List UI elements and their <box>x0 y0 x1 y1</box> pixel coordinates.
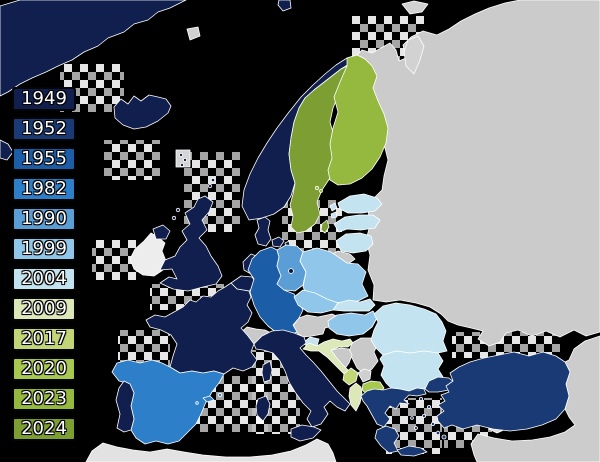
country-sardinia <box>255 395 271 422</box>
member-countries <box>0 0 571 457</box>
country-poland <box>299 247 369 304</box>
shetland-dot <box>210 177 216 183</box>
legend-item-2023: 2023 <box>12 387 76 411</box>
country-novaya-zemlya <box>401 0 429 15</box>
country-latvia <box>333 214 381 233</box>
country-serbia <box>348 337 379 375</box>
country-estonia-islands <box>329 202 338 212</box>
country-east-germany <box>276 244 307 292</box>
country-north-africa <box>85 438 337 462</box>
country-montenegro <box>342 367 359 386</box>
legend-item-2020: 2020 <box>12 357 76 381</box>
faroe-islands-dot <box>178 152 183 157</box>
country-iceland <box>113 94 172 130</box>
legend: 1949 1952 1955 1982 1990 1999 2004 2009 … <box>12 87 76 441</box>
country-lithuania <box>335 232 374 254</box>
country-romania <box>370 302 448 356</box>
country-peloponnese <box>374 425 400 454</box>
legend-item-1955: 1955 <box>12 147 76 171</box>
aegean-island-dot <box>414 426 418 430</box>
country-portugal <box>115 380 135 433</box>
legend-item-1990: 1990 <box>12 207 76 231</box>
country-corsica <box>261 360 273 383</box>
country-croatia <box>302 338 356 381</box>
island-dots <box>171 152 447 440</box>
rhodes-dot <box>441 434 447 440</box>
country-turkey <box>436 351 571 432</box>
country-kosovo <box>357 368 372 383</box>
aegean-island-dot <box>421 413 426 418</box>
country-estonia <box>337 193 383 214</box>
country-albania <box>348 382 363 412</box>
country-slovakia <box>332 298 376 312</box>
country-russia-bloc <box>356 0 600 347</box>
legend-item-1982: 1982 <box>12 177 76 201</box>
aegean-island-dot <box>426 404 431 409</box>
legend-item-1952: 1952 <box>12 117 76 141</box>
legend-item-2024: 2024 <box>12 417 76 441</box>
aland-dot <box>314 185 320 191</box>
country-svalbard <box>277 0 292 12</box>
country-hungary <box>327 310 378 337</box>
country-balearic-islands <box>202 395 215 403</box>
country-ireland <box>129 232 167 277</box>
balearic-dot <box>195 401 199 405</box>
country-gotland-island <box>320 219 330 234</box>
country-estonia-islands <box>330 211 338 219</box>
legend-item-1999: 1999 <box>12 237 76 261</box>
country-crete <box>396 445 428 457</box>
country-denmark <box>254 216 272 247</box>
country-denmark-islands <box>271 236 285 248</box>
country-greenland <box>0 0 187 97</box>
country-spain <box>111 359 225 445</box>
aegean-island-dot <box>418 396 423 401</box>
west-berlin-dot <box>288 268 294 274</box>
legend-item-1949: 1949 <box>12 87 76 111</box>
country-novaya-zemlya <box>403 35 425 75</box>
shetland-dot <box>207 183 213 189</box>
balearic-dot <box>217 392 222 397</box>
country-northern-ireland <box>152 224 171 240</box>
country-greece <box>360 387 427 428</box>
legend-item-2004: 2004 <box>12 267 76 291</box>
aegean-island-dot <box>435 430 441 436</box>
country-sicily <box>290 424 322 442</box>
faroe-islands-dot <box>179 162 184 167</box>
country-italy <box>253 329 351 428</box>
aegean-island-dot <box>430 421 435 426</box>
legend-item-2009: 2009 <box>12 297 76 321</box>
country-finland <box>327 54 389 186</box>
hebrides-dot <box>175 207 181 213</box>
faroe-islands-dot <box>182 157 187 162</box>
legend-item-2017: 2017 <box>12 327 76 351</box>
hebrides-dot <box>171 215 177 221</box>
country-united-kingdom <box>159 195 223 292</box>
country-jan-mayen <box>186 26 201 41</box>
aegean-island-dot <box>410 416 414 420</box>
country-greenland <box>0 139 14 161</box>
aland-dot <box>319 189 323 193</box>
